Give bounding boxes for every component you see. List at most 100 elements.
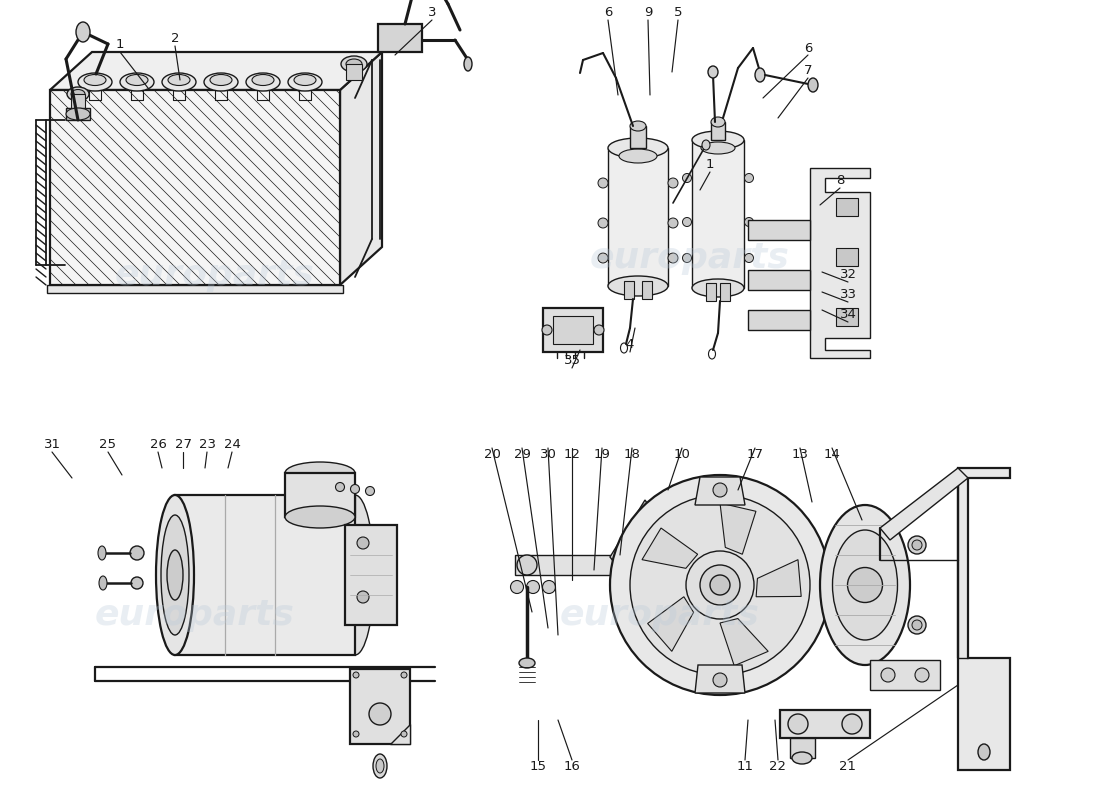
Ellipse shape	[78, 73, 112, 91]
Polygon shape	[515, 555, 645, 575]
Text: 14: 14	[824, 449, 840, 462]
Ellipse shape	[908, 616, 926, 634]
Ellipse shape	[820, 505, 910, 665]
Ellipse shape	[542, 325, 552, 335]
Ellipse shape	[376, 759, 384, 773]
Bar	[345, 525, 397, 625]
Ellipse shape	[745, 254, 754, 262]
Ellipse shape	[598, 178, 608, 188]
Bar	[711, 122, 725, 140]
Ellipse shape	[788, 714, 808, 734]
Text: 29: 29	[514, 449, 530, 462]
Ellipse shape	[519, 658, 535, 668]
Ellipse shape	[246, 73, 280, 91]
Ellipse shape	[808, 78, 818, 92]
Text: 15: 15	[529, 761, 547, 774]
Bar	[836, 308, 858, 326]
Text: 4: 4	[626, 338, 635, 351]
Bar	[350, 669, 410, 744]
Ellipse shape	[368, 703, 390, 725]
Ellipse shape	[527, 581, 539, 594]
Ellipse shape	[668, 178, 678, 188]
Ellipse shape	[682, 218, 692, 226]
Ellipse shape	[252, 74, 274, 86]
Ellipse shape	[67, 87, 89, 101]
Bar	[748, 220, 810, 240]
Text: 2: 2	[170, 33, 179, 46]
Polygon shape	[340, 52, 382, 285]
Ellipse shape	[66, 108, 90, 120]
Ellipse shape	[912, 540, 922, 550]
Text: 6: 6	[804, 42, 812, 54]
Ellipse shape	[131, 577, 143, 589]
Bar	[748, 310, 810, 330]
Ellipse shape	[204, 73, 238, 91]
Ellipse shape	[692, 131, 744, 149]
Text: 12: 12	[563, 449, 581, 462]
Ellipse shape	[168, 74, 190, 86]
Ellipse shape	[402, 731, 407, 737]
Polygon shape	[756, 560, 801, 597]
Bar	[608, 148, 668, 286]
Bar	[692, 140, 744, 288]
Ellipse shape	[288, 73, 322, 91]
Polygon shape	[642, 528, 697, 568]
Text: 24: 24	[223, 438, 241, 451]
Ellipse shape	[692, 279, 744, 297]
Ellipse shape	[402, 672, 407, 678]
Polygon shape	[47, 285, 343, 293]
Polygon shape	[695, 665, 745, 693]
Bar	[836, 248, 858, 266]
Text: 22: 22	[770, 761, 786, 774]
Bar	[378, 24, 422, 52]
Text: 1: 1	[706, 158, 714, 171]
Text: 9: 9	[644, 6, 652, 19]
Text: europarts: europarts	[116, 258, 315, 292]
Polygon shape	[610, 500, 654, 570]
Ellipse shape	[358, 537, 368, 549]
Polygon shape	[648, 597, 694, 651]
Text: 25: 25	[99, 438, 117, 451]
Bar	[285, 473, 355, 517]
Ellipse shape	[701, 142, 735, 154]
Text: 13: 13	[792, 449, 808, 462]
Polygon shape	[958, 468, 1010, 770]
Ellipse shape	[358, 591, 368, 603]
Ellipse shape	[76, 22, 90, 42]
Text: 5: 5	[673, 6, 682, 19]
Ellipse shape	[711, 117, 725, 127]
Ellipse shape	[908, 536, 926, 554]
Ellipse shape	[353, 731, 359, 737]
Polygon shape	[880, 468, 968, 540]
Ellipse shape	[755, 68, 764, 82]
Ellipse shape	[542, 581, 556, 594]
Bar	[624, 281, 634, 299]
Text: 11: 11	[737, 761, 754, 774]
Ellipse shape	[120, 73, 154, 91]
Polygon shape	[695, 477, 745, 505]
Bar	[836, 198, 858, 216]
Ellipse shape	[594, 325, 604, 335]
Text: 1: 1	[116, 38, 124, 51]
Text: 3: 3	[428, 6, 437, 19]
Ellipse shape	[517, 555, 537, 575]
Ellipse shape	[682, 254, 692, 262]
Bar	[720, 283, 730, 301]
Ellipse shape	[98, 546, 106, 560]
Ellipse shape	[978, 744, 990, 760]
Ellipse shape	[630, 495, 810, 675]
Ellipse shape	[713, 673, 727, 687]
Polygon shape	[175, 495, 355, 655]
Ellipse shape	[510, 581, 524, 594]
Ellipse shape	[167, 550, 183, 600]
Ellipse shape	[912, 620, 922, 630]
Ellipse shape	[373, 754, 387, 778]
Ellipse shape	[365, 486, 374, 495]
Text: europarts: europarts	[560, 598, 760, 632]
Bar	[706, 283, 716, 301]
Ellipse shape	[881, 668, 895, 682]
Ellipse shape	[623, 555, 643, 575]
Ellipse shape	[162, 73, 196, 91]
Text: 34: 34	[839, 309, 857, 322]
Text: 31: 31	[44, 438, 60, 451]
